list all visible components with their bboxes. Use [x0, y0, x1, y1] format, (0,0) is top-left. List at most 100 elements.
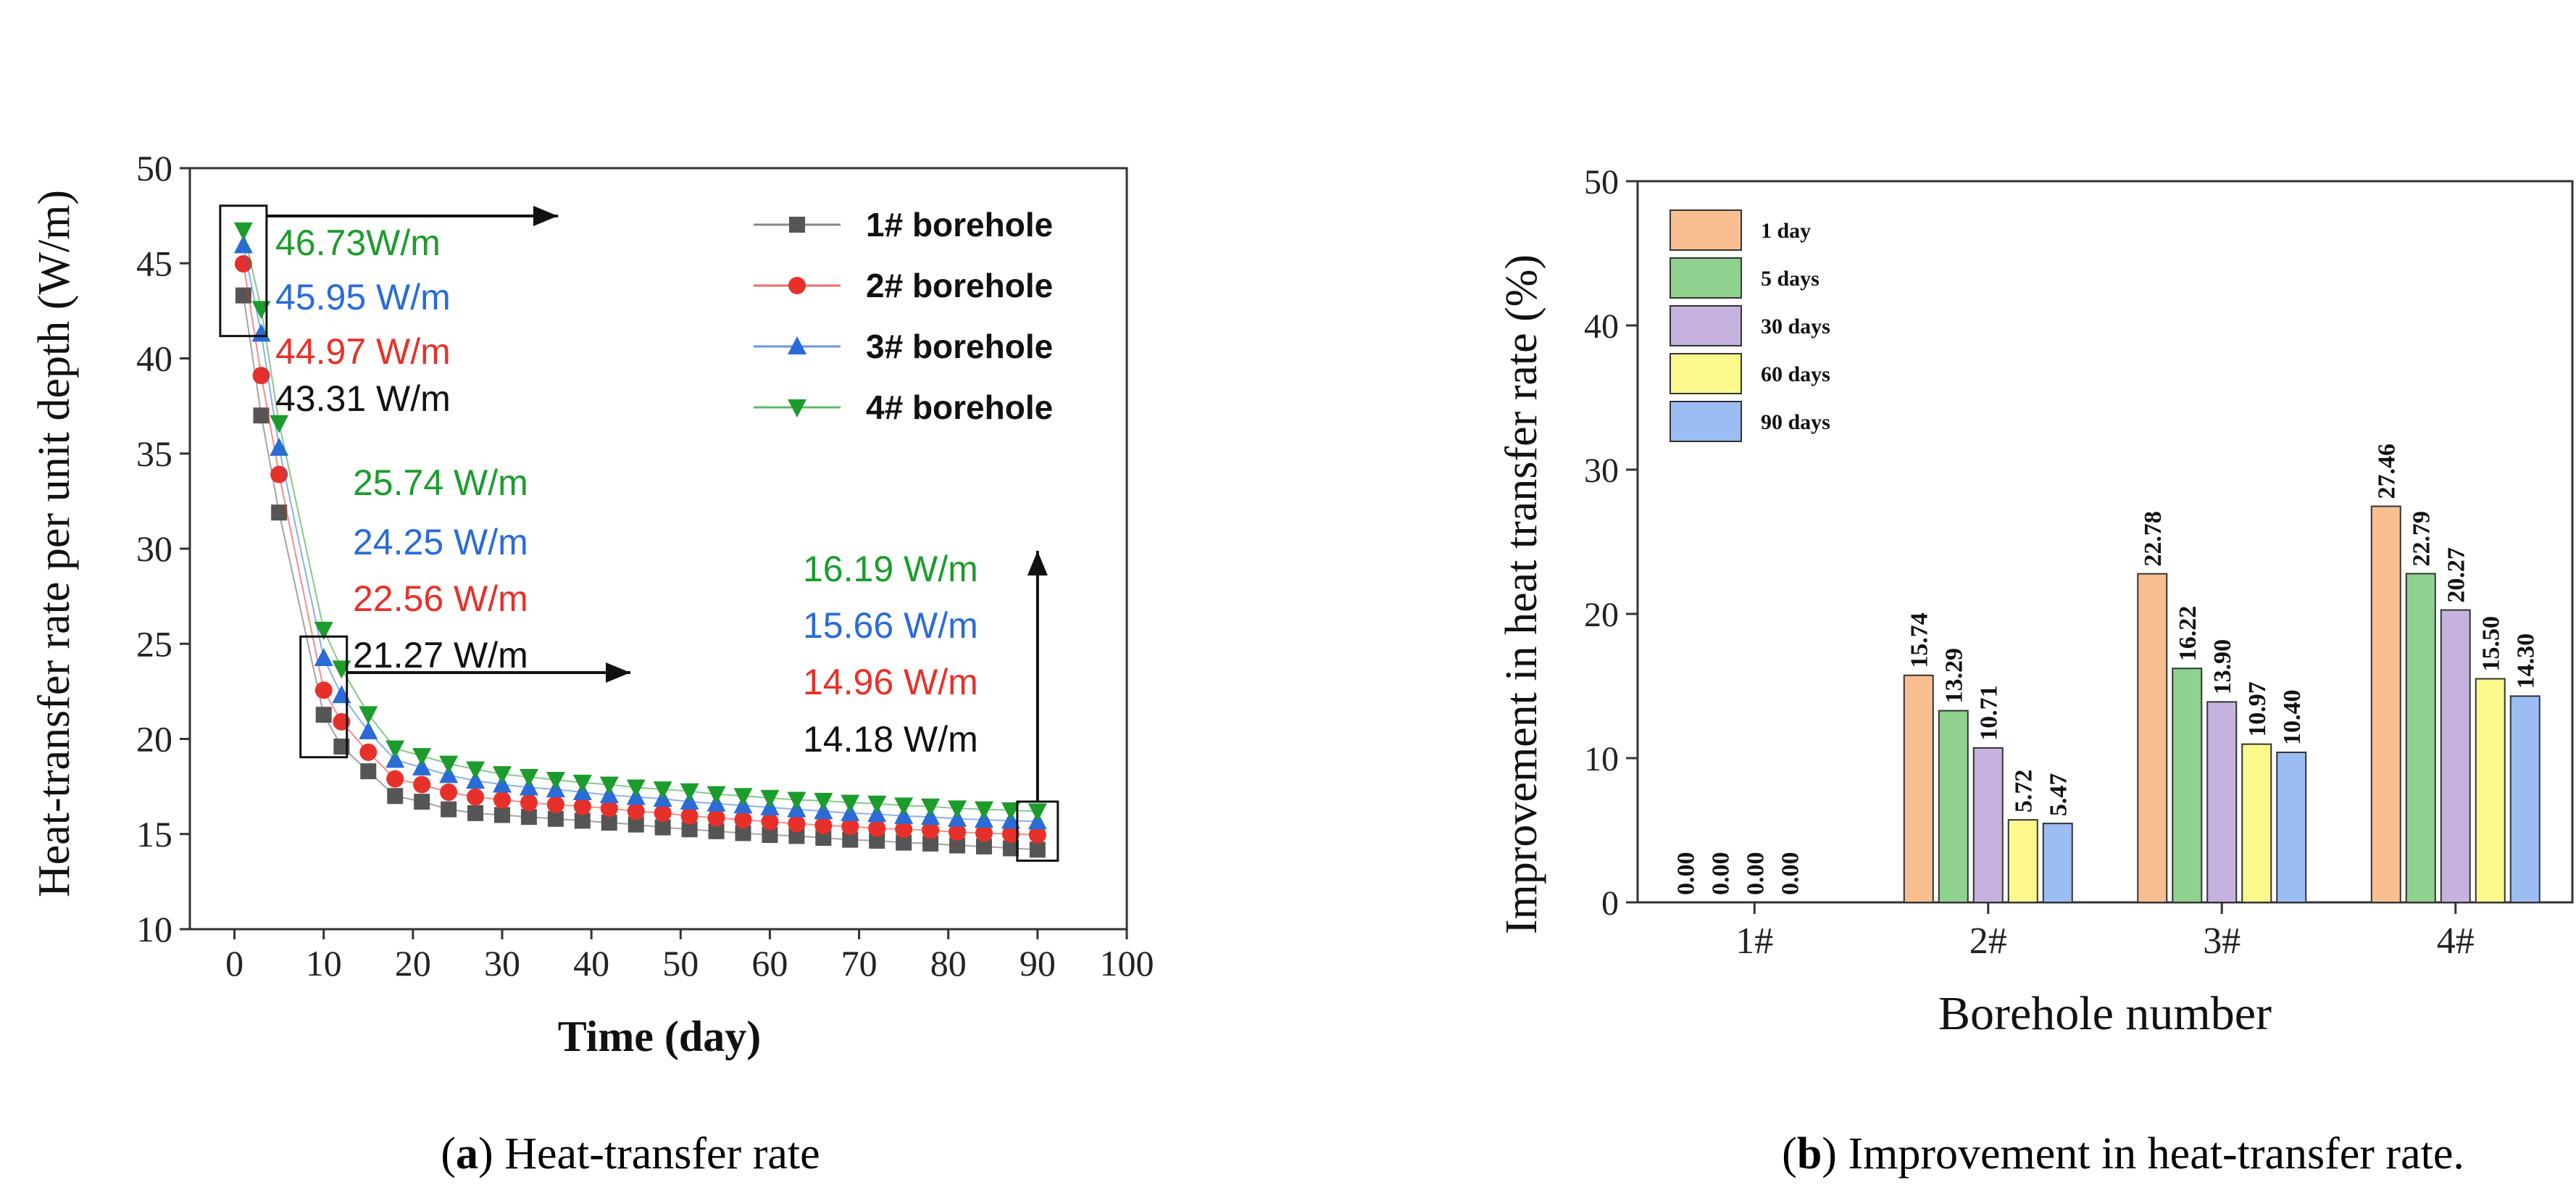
panel-a-legend: 1# borehole 2# borehole 3# borehole 4# bore…	[754, 206, 1053, 426]
panel-a-y-tick-label: 45	[136, 243, 172, 283]
panel-a-annotation-day90: 14.18 W/m	[803, 719, 978, 760]
panel-a-point	[270, 415, 289, 433]
panel-a-x-tick-label: 40	[573, 943, 609, 984]
panel-b-bar	[2241, 743, 2272, 904]
panel-a-point	[894, 797, 914, 816]
panel-a-arrow-day90-head	[1027, 551, 1048, 575]
panel-a-point	[735, 825, 751, 841]
panel-a-point	[788, 815, 806, 833]
panel-a-y-tick-label: 25	[136, 623, 172, 664]
panel-a-point	[1028, 803, 1047, 822]
panel-a-point	[1028, 826, 1046, 844]
panel-a-point	[359, 706, 378, 725]
panel-a-point	[734, 811, 752, 829]
panel-a-x-tick-label: 10	[306, 943, 342, 984]
panel-b-bar-label: 0.00	[1777, 852, 1804, 896]
panel-a-point	[441, 801, 457, 818]
panel-a-point	[546, 771, 565, 790]
panel-a-point	[360, 763, 377, 780]
panel-b-legend: 1 day 5 days 30 days 60 days 90 days	[1670, 209, 1830, 442]
panel-a-point	[387, 788, 404, 805]
panel-b-x-tick-label: 4#	[2437, 920, 2475, 962]
panel-b-bar	[2007, 819, 2038, 903]
panel-b-bar-label: 15.50	[2478, 616, 2505, 672]
panel-a-point	[626, 779, 646, 798]
panel-a-point	[974, 801, 993, 820]
panel-a-legend-label: 1# borehole	[866, 206, 1053, 244]
panel-b-bars: 0.00 0.00 0.00 0.00 15.74 13.29 10.71 5.72 5.47 2…	[1672, 444, 2540, 904]
panel-a-point	[949, 823, 967, 841]
panel-b-bar-label: 22.78	[2140, 511, 2167, 567]
panel-a-point	[842, 831, 859, 848]
panel-b-x-axis-label: Borehole number	[1938, 987, 2272, 1040]
panel-a-arrow-day10-head	[606, 662, 630, 683]
panel-a-legend-label: 3# borehole	[866, 328, 1053, 365]
panel-a-point	[546, 796, 564, 814]
panel-a-point	[706, 786, 726, 805]
panel-b-bar	[1938, 710, 1969, 903]
panel-b-y-axis-label: Improvement in heat transfer rate (%)	[1497, 254, 1546, 934]
panel-a-point	[733, 788, 753, 807]
panel-a-point	[332, 685, 351, 704]
panel-a-annotation-day90: 14.96 W/m	[803, 662, 978, 702]
panel-a-y-tick-label: 20	[136, 719, 172, 760]
panel-a-point	[467, 805, 484, 821]
panel-a-point	[708, 823, 725, 839]
panel-b-y-tick-label: 20	[1584, 596, 1619, 634]
panel-b-caption-letter: b	[1797, 1129, 1822, 1179]
panel-b-legend-label: 1 day	[1761, 219, 1811, 243]
panel-b-bar-label: 0.00	[1707, 852, 1734, 896]
panel-a-annotation-day1: 46.73W/m	[275, 223, 441, 263]
panel-a-y-tick-label: 50	[136, 148, 172, 188]
panel-a-point	[707, 809, 725, 827]
panel-a-legend-marker	[789, 217, 805, 233]
panel-a-point	[253, 407, 270, 424]
panel-a-point	[314, 681, 333, 699]
panel-a-point	[466, 761, 485, 780]
panel-a-point	[654, 804, 672, 822]
panel-a-x-tick-label: 20	[395, 943, 431, 984]
panel-a-point	[601, 815, 617, 831]
panel-a-point	[814, 792, 833, 811]
panel-a-point	[314, 647, 333, 666]
panel-b-plot-frame	[1636, 180, 2574, 904]
panel-a-point	[599, 776, 619, 795]
panel-a-point	[493, 791, 511, 809]
panel-a-point	[251, 301, 271, 320]
panel-b-caption-text: Improvement in heat-transfer rate.	[1848, 1129, 2464, 1179]
panel-b-y-tick-label: 40	[1584, 307, 1619, 346]
panel-a-axes: 0 10 20 30 40 50 60 70 80 90 100 10 15 20 25 30 35 40 45 50	[136, 148, 1154, 984]
panel-a-point	[867, 795, 887, 814]
panel-a-point	[493, 766, 512, 785]
panel-a-point	[271, 504, 288, 521]
panel-a-point	[868, 819, 886, 837]
panel-a-point	[386, 770, 404, 788]
panel-a-point	[654, 819, 671, 836]
panel-b-bar-label: 13.29	[1941, 648, 1968, 704]
panel-a-point	[681, 821, 698, 838]
panel-b-bar	[1903, 674, 1934, 903]
panel-a-point	[788, 828, 805, 844]
panel-b-bar	[2509, 695, 2540, 903]
panel-a-point	[252, 367, 270, 385]
panel-b-y-tick-label: 50	[1584, 163, 1619, 201]
panel-a-y-axis-label: Heat-transfer rate per unit depth (W/m)	[30, 190, 79, 897]
panel-a-highlight-box-day1	[219, 204, 268, 338]
panel-a-point	[600, 799, 618, 818]
panel-a-point	[439, 755, 459, 774]
panel-a-point	[572, 774, 592, 793]
panel-a-point	[440, 783, 458, 801]
panel-a-caption: (a) Heat-transfer rate	[441, 1129, 820, 1179]
panel-a-legend-marker	[788, 399, 806, 417]
panel-a-point	[841, 794, 860, 813]
panel-a-annotation-day1: 45.95 W/m	[275, 277, 451, 317]
panel-a-point	[922, 835, 939, 852]
panel-a-point	[1001, 802, 1020, 820]
panel-a-x-tick-label: 100	[1100, 943, 1154, 984]
panel-a-point	[761, 812, 779, 831]
panel-b-bar	[2276, 752, 2307, 904]
panel-b-bar	[2206, 701, 2238, 903]
panel-a-point	[315, 707, 332, 723]
panel-a-point	[520, 809, 537, 826]
panel-a-annotation-day10: 24.25 W/m	[353, 522, 528, 562]
